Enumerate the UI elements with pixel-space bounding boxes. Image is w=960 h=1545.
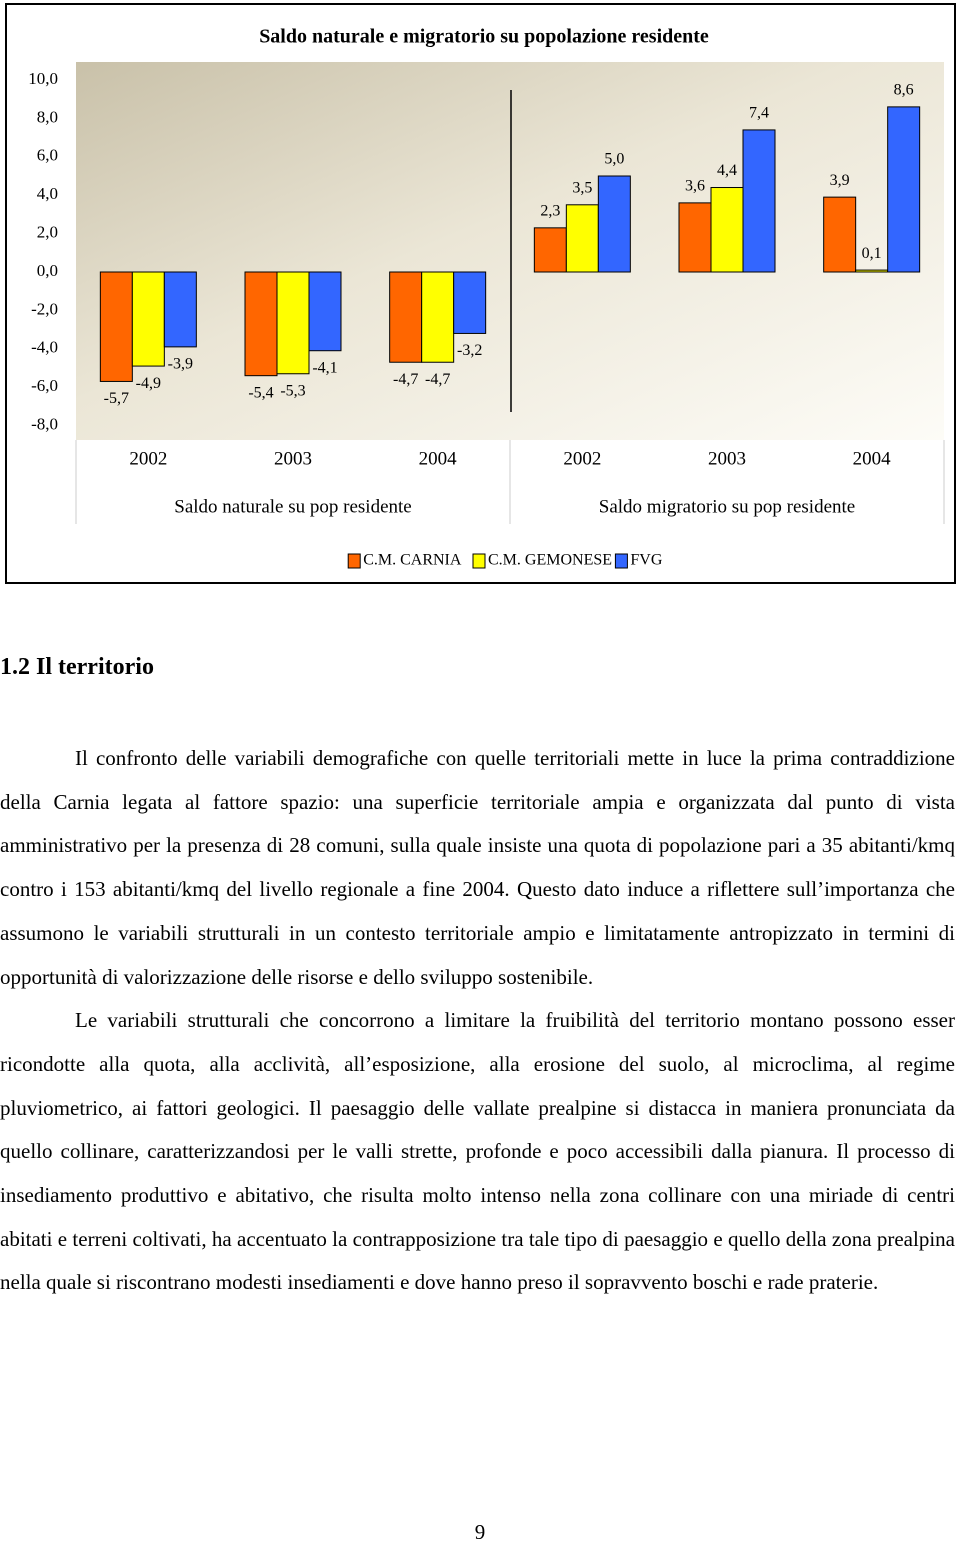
value-label: -3,9	[168, 356, 193, 373]
value-label: -4,7	[393, 371, 418, 388]
bar	[131, 271, 165, 367]
y-tick-label: 4,0	[37, 184, 58, 203]
x-tick-label: 2003	[708, 448, 746, 469]
bar	[421, 271, 455, 363]
legend-label: FVG	[630, 552, 662, 569]
x-tick-label: 2002	[129, 448, 167, 469]
bar	[389, 271, 423, 363]
page-number: 9	[474, 1520, 486, 1544]
y-tick-label: -4,0	[31, 338, 58, 357]
x-tick-label: 2002	[563, 448, 601, 469]
value-label: 8,6	[894, 82, 914, 99]
bar	[308, 271, 342, 352]
group-label: Saldo migratorio su pop residente	[599, 496, 855, 517]
chart-title: Saldo naturale e migratorio su popolazio…	[259, 26, 709, 48]
value-label: 3,5	[572, 179, 592, 196]
y-tick-label: 0,0	[37, 261, 58, 280]
legend-label: C.M. CARNIA	[363, 552, 462, 569]
legend-swatch	[347, 553, 361, 569]
value-label: -4,7	[425, 371, 450, 388]
paragraph: Il confronto delle variabili demografich…	[0, 746, 955, 989]
y-tick-label: -6,0	[31, 376, 58, 395]
x-tick-label: 2004	[419, 448, 458, 469]
chart: Saldo naturale e migratorio su popolazio…	[5, 3, 956, 584]
body-text: Il confronto delle variabili demografich…	[0, 737, 955, 1305]
bar	[855, 269, 889, 273]
y-tick-label: 6,0	[37, 146, 58, 165]
y-tick-label: -8,0	[31, 415, 58, 434]
y-tick-label: 8,0	[37, 107, 58, 126]
legend-swatch	[472, 553, 486, 569]
value-label: 3,6	[685, 178, 705, 195]
value-label: 0,1	[862, 245, 882, 262]
value-label: 3,9	[830, 172, 850, 189]
y-tick-label: -2,0	[31, 299, 58, 318]
value-label: -4,1	[312, 359, 337, 376]
value-label: 7,4	[749, 105, 769, 122]
bar	[533, 227, 567, 273]
plot-area	[76, 62, 944, 440]
y-tick-label: 2,0	[37, 223, 58, 242]
group-label: Saldo naturale su pop residente	[174, 496, 411, 517]
bar	[565, 204, 599, 273]
paragraph: Le variabili strutturali che concorrono …	[0, 1008, 955, 1295]
value-label: -4,9	[136, 375, 161, 392]
legend-swatch	[614, 553, 628, 569]
bar	[597, 175, 631, 273]
value-label: -3,2	[457, 342, 482, 359]
legend-label: C.M. GEMONESE	[488, 552, 612, 569]
value-label: -5,4	[248, 384, 273, 401]
bar	[823, 196, 857, 273]
bar	[453, 271, 487, 334]
value-label: 2,3	[540, 203, 560, 220]
y-tick-label: 10,0	[28, 69, 58, 88]
value-label: -5,7	[104, 390, 129, 407]
bar	[99, 271, 133, 382]
value-label: 5,0	[604, 151, 624, 168]
x-tick-label: 2003	[274, 448, 312, 469]
bar	[678, 202, 712, 273]
section-heading: 1.2 Il territorio	[0, 654, 154, 680]
x-tick-label: 2004	[853, 448, 892, 469]
value-label: -5,3	[280, 382, 305, 399]
value-label: 4,4	[717, 162, 737, 179]
bar	[710, 187, 744, 273]
bar	[163, 271, 197, 348]
bar	[244, 271, 278, 377]
bar	[276, 271, 310, 375]
bar	[742, 129, 776, 273]
bar	[887, 106, 921, 273]
